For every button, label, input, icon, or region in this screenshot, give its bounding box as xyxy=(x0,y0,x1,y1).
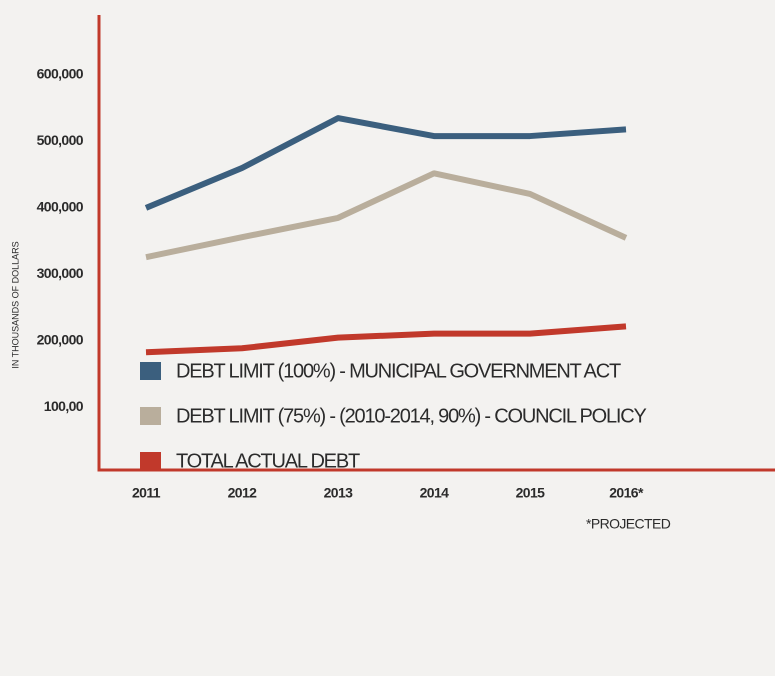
y-tick-label: 400,000 xyxy=(37,199,84,215)
y-tick-label: 100,00 xyxy=(44,398,84,414)
legend-swatch xyxy=(140,362,161,380)
series-line xyxy=(145,323,627,356)
annotation: *PROJECTED xyxy=(586,516,671,532)
x-tick-label: 2016* xyxy=(609,485,644,501)
legend-swatch xyxy=(140,452,161,470)
legend-label: TOTAL ACTUAL DEBT xyxy=(176,450,360,472)
x-tick-label: 2015 xyxy=(516,485,546,501)
x-tick-label: 2014 xyxy=(420,485,450,501)
y-tick-label: 200,000 xyxy=(37,332,84,348)
x-tick-label: 2013 xyxy=(324,485,354,501)
y-tick-label: 300,000 xyxy=(37,265,84,281)
y-tick-label: 600,000 xyxy=(37,66,84,82)
legend-swatch xyxy=(140,407,161,425)
series-line xyxy=(144,115,627,211)
x-tick-label: 2012 xyxy=(228,485,258,501)
y-axis-label: IN THOUSANDS OF DOLLARS xyxy=(10,241,20,368)
legend-label: DEBT LIMIT (75%) - (2010-2014, 90%) - CO… xyxy=(176,405,646,427)
x-tick-label: 2011 xyxy=(132,485,161,501)
series-line xyxy=(145,170,628,261)
y-tick-label: 500,000 xyxy=(37,132,84,148)
legend-label: DEBT LIMIT (100%) - MUNICIPAL GOVERNMENT… xyxy=(176,360,621,382)
